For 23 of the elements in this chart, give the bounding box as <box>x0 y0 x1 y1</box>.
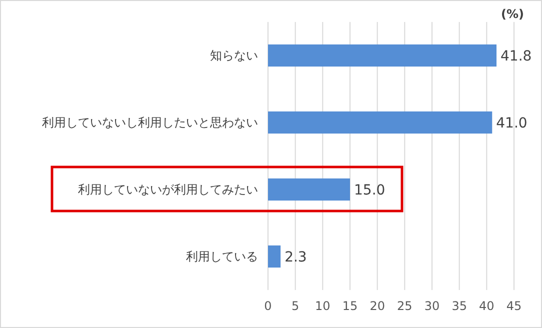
y-tick-label: 利用している <box>186 250 258 264</box>
y-tick-label: 知らない <box>210 48 258 62</box>
x-tick-label: 45 <box>506 299 522 313</box>
bar <box>268 111 492 134</box>
x-tick-label: 20 <box>370 299 385 313</box>
data-label: 2.3 <box>284 250 307 266</box>
bar <box>268 178 350 201</box>
y-tick-label: 利用していないが利用してみたい <box>78 182 258 196</box>
x-tick-label: 0 <box>264 299 272 313</box>
x-tick-label: 5 <box>292 299 300 313</box>
x-tick-label: 10 <box>315 299 330 313</box>
x-tick-label: 15 <box>342 299 358 313</box>
bar <box>268 44 497 67</box>
x-axis-title: (%) <box>501 7 524 21</box>
x-tick-label: 40 <box>479 299 494 313</box>
y-tick-label: 利用していないし利用したいと思わない <box>42 116 258 130</box>
data-label: 41.0 <box>496 116 528 132</box>
x-tick-label: 30 <box>424 299 440 313</box>
bar <box>268 245 281 268</box>
x-tick-label: 25 <box>397 299 412 313</box>
x-tick-label: 35 <box>452 299 467 313</box>
data-label: 41.8 <box>500 48 532 64</box>
data-label: 15.0 <box>354 182 386 198</box>
